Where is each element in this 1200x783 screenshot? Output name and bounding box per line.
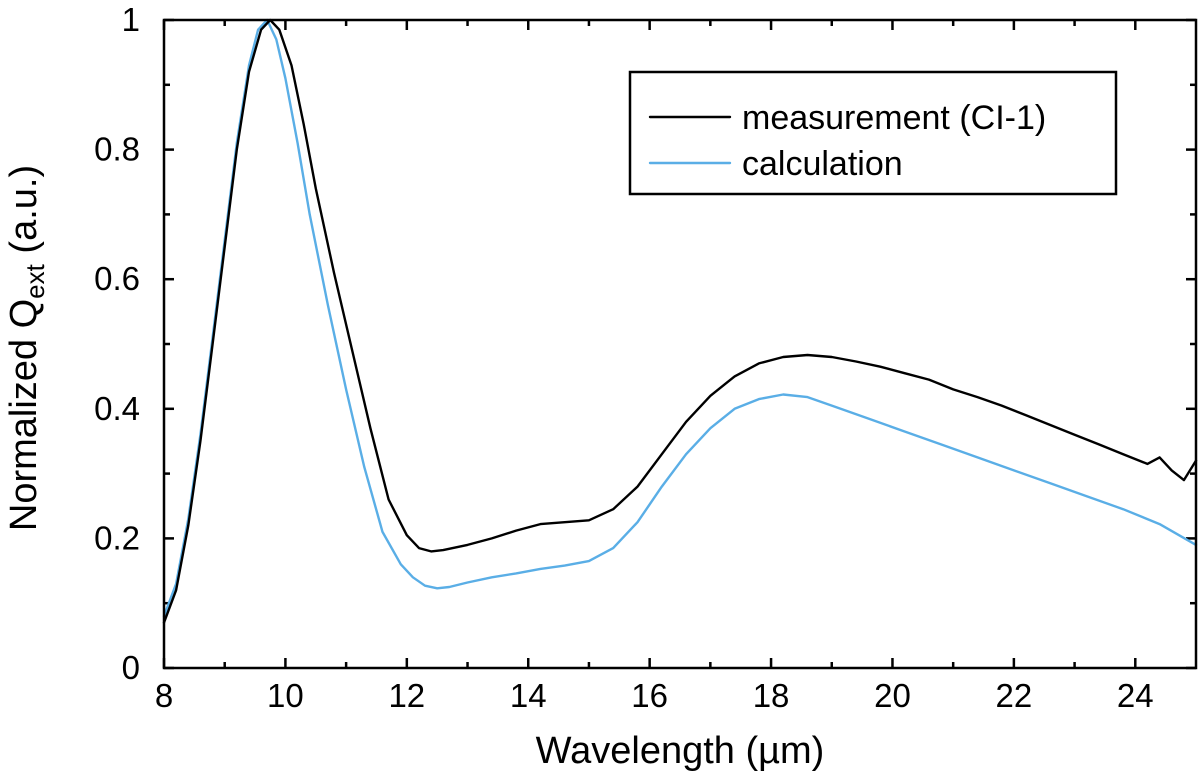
legend-label-calculation: calculation — [742, 145, 903, 183]
y-tick-label: 0.6 — [94, 260, 140, 297]
y-tick-label: 0.8 — [94, 131, 140, 168]
legend-box — [628, 70, 1118, 196]
x-axis-title: Wavelength (µm) — [536, 730, 825, 772]
y-axis-title-subscript: ext — [20, 263, 50, 298]
y-tick-label: 0 — [122, 649, 140, 686]
y-axis-title-suffix: (a.u.) — [3, 165, 45, 264]
y-tick-label: 0.2 — [94, 519, 140, 556]
x-tick-label: 22 — [996, 677, 1033, 714]
x-tick-label: 14 — [510, 677, 547, 714]
x-tick-label: 12 — [388, 677, 425, 714]
y-tick-labels: 0 0.2 0.4 0.6 0.8 1 — [94, 1, 140, 686]
x-tick-label: 8 — [155, 677, 173, 714]
legend-label-measurement: measurement (CI-1) — [742, 99, 1046, 137]
y-axis-title: Normalized Qext (a.u.) — [3, 165, 50, 531]
x-tick-label: 18 — [753, 677, 790, 714]
y-axis-title-prefix: Normalized Q — [3, 299, 45, 531]
x-tick-label: 10 — [267, 677, 304, 714]
series-calculation-line — [162, 18, 1198, 618]
y-tick-label: 1 — [122, 1, 140, 38]
x-tick-label: 16 — [631, 677, 668, 714]
x-tick-labels: 8 10 12 14 16 18 20 22 24 — [155, 677, 1154, 714]
x-tick-label: 24 — [1117, 677, 1154, 714]
plot-frame — [162, 18, 1198, 670]
x-tick-label: 20 — [874, 677, 911, 714]
legend: measurement (CI-1) calculation — [628, 70, 1118, 196]
y-tick-label: 0.4 — [94, 390, 140, 427]
